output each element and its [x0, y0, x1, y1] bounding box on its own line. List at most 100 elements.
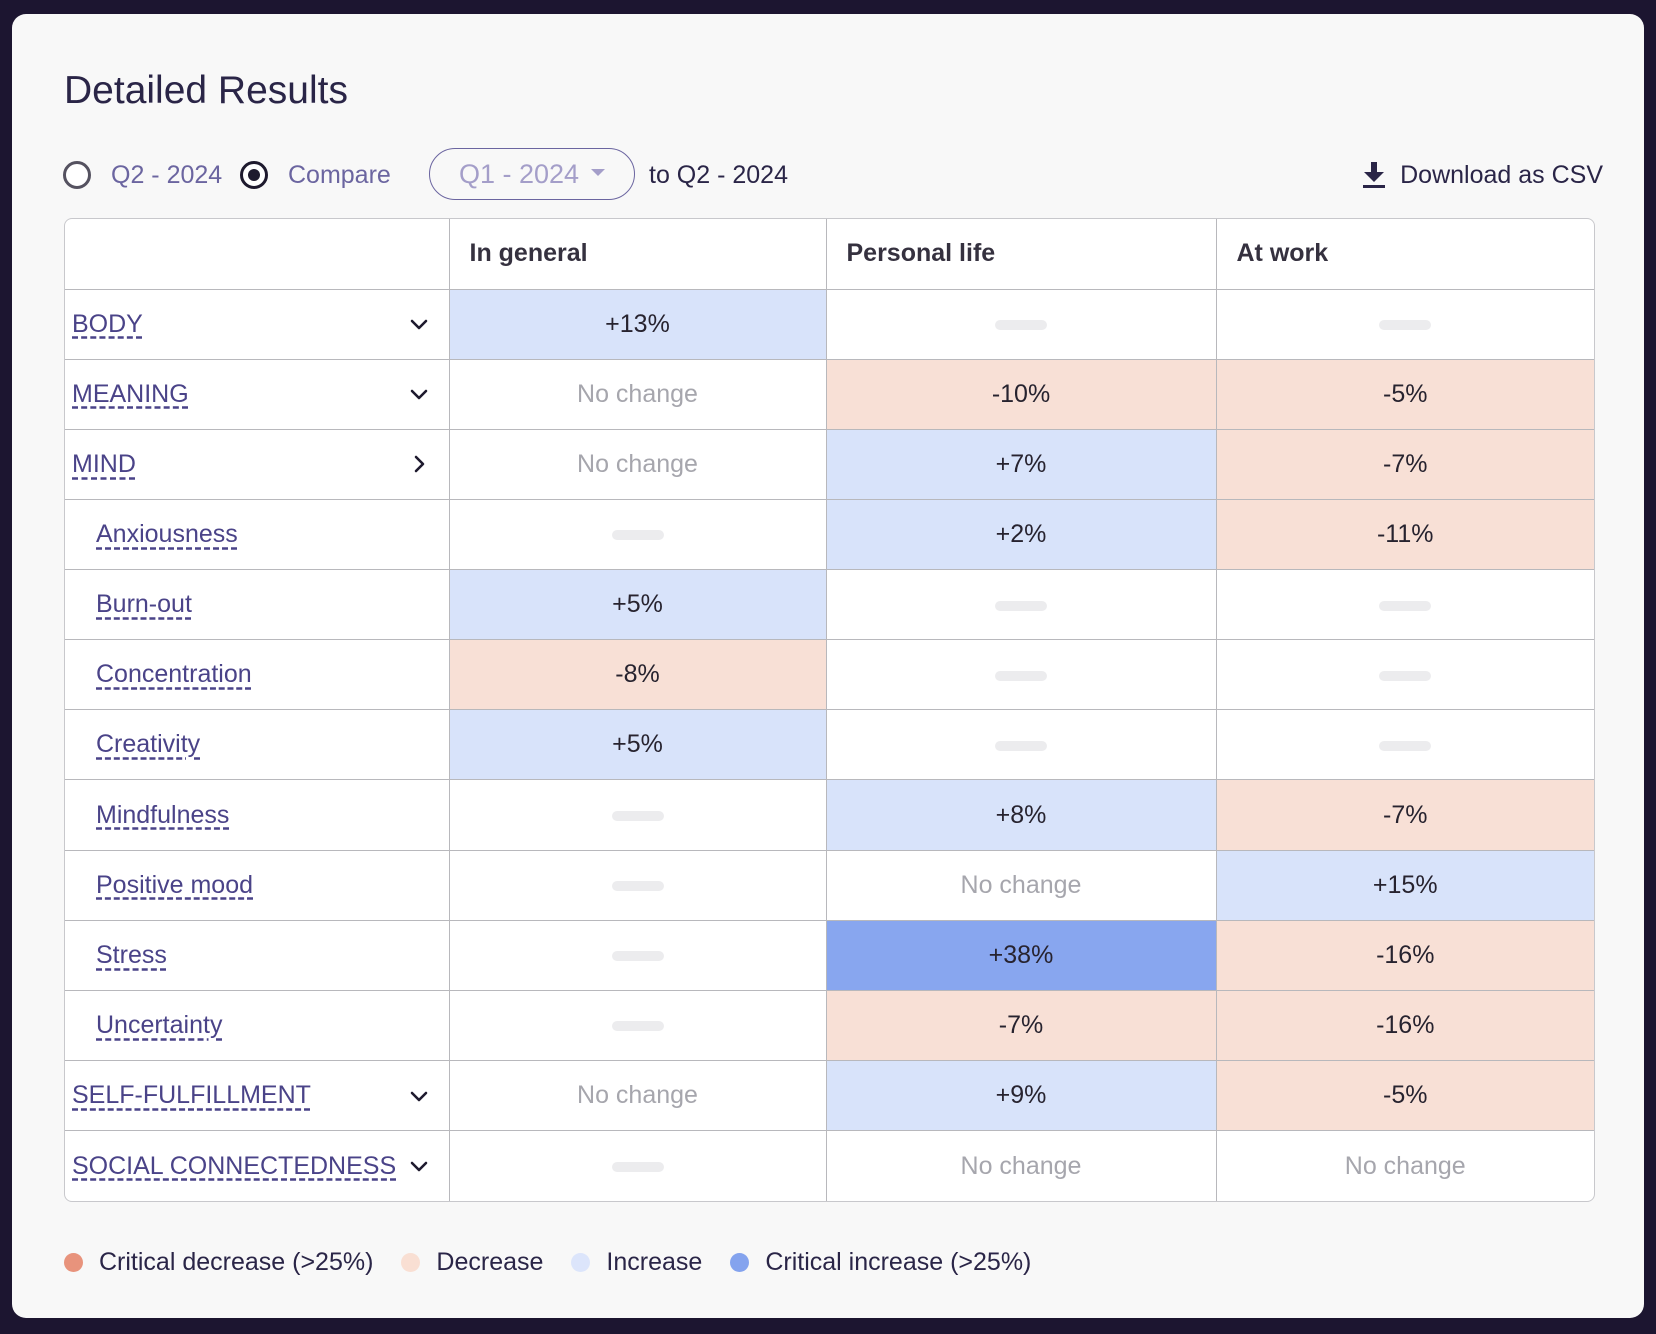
compare-period-select[interactable]: Q1 - 2024 — [429, 148, 635, 200]
row-label-link[interactable]: Positive mood — [96, 870, 254, 899]
row-label-cell: Positive mood — [65, 849, 450, 921]
row-label-link[interactable]: MIND — [72, 449, 136, 478]
table-row: Anxiousness +2% -11% — [65, 498, 1594, 571]
table-row: Burn-out +5% — [65, 569, 1594, 641]
no-data-placeholder — [611, 881, 664, 892]
cell-value: -7% — [1383, 800, 1428, 829]
cell-value: -5% — [1383, 379, 1428, 408]
radio-compare[interactable]: Compare — [240, 145, 391, 205]
cell-at-work — [1215, 709, 1594, 781]
cell-in-general: -8% — [448, 639, 827, 711]
cell-value: No change — [960, 870, 1082, 899]
chevron-down-icon[interactable] — [407, 1154, 431, 1178]
radio-compare-label: Compare — [288, 160, 391, 189]
row-label-cell: MIND — [65, 428, 450, 500]
legend-item: Increase — [571, 1248, 702, 1277]
row-label-link[interactable]: SELF-FULFILLMENT — [72, 1081, 311, 1110]
cell-value: No change — [577, 379, 698, 408]
cell-in-general: No change — [448, 358, 827, 430]
table-row: Positive mood No change +15% — [65, 849, 1594, 921]
row-label-link[interactable]: Concentration — [96, 660, 252, 689]
row-label-link[interactable]: Creativity — [96, 730, 201, 759]
no-data-placeholder — [611, 810, 664, 821]
row-label-link[interactable]: MEANING — [72, 379, 189, 408]
cell-at-work — [1215, 639, 1594, 711]
cell-personal-life: -7% — [825, 989, 1217, 1062]
cell-at-work: -5% — [1215, 358, 1594, 430]
cell-at-work: -5% — [1215, 1060, 1594, 1132]
chevron-down-icon[interactable] — [407, 382, 431, 406]
table-row: Mindfulness +8% -7% — [65, 779, 1594, 851]
table-row: BODY +13% — [65, 288, 1594, 360]
legend-item: Decrease — [401, 1248, 543, 1277]
no-data-placeholder — [995, 319, 1047, 330]
results-card: Detailed Results Q2 - 2024 Compare Q1 - … — [12, 14, 1644, 1318]
no-data-placeholder — [1379, 670, 1432, 681]
row-label-link[interactable]: Burn-out — [96, 590, 192, 619]
cell-value: -5% — [1383, 1081, 1428, 1110]
row-label-link[interactable]: SOCIAL CONNECTEDNESS — [72, 1151, 397, 1180]
cell-in-general — [448, 989, 827, 1062]
cell-in-general: +5% — [448, 569, 827, 641]
cell-in-general — [448, 919, 827, 991]
row-label-cell: Uncertainty — [65, 989, 450, 1062]
legend: Critical decrease (>25%) Decrease Increase… — [64, 1244, 1059, 1280]
column-header-at-work: At work — [1215, 219, 1594, 290]
cell-personal-life: -10% — [825, 358, 1217, 430]
cell-value: No change — [577, 1081, 698, 1110]
cell-value: +5% — [612, 590, 663, 619]
cell-value: -16% — [1376, 1010, 1435, 1039]
no-data-placeholder — [1379, 600, 1432, 611]
row-label-cell: BODY — [65, 288, 450, 360]
chevron-down-icon[interactable] — [407, 312, 431, 336]
cell-at-work: -11% — [1215, 498, 1594, 571]
cell-at-work: -16% — [1215, 989, 1594, 1062]
cell-in-general — [448, 1130, 827, 1201]
row-label-link[interactable]: BODY — [72, 309, 143, 338]
cell-in-general: No change — [448, 1060, 827, 1132]
row-label-link[interactable]: Mindfulness — [96, 800, 230, 829]
radio-single-period[interactable]: Q2 - 2024 — [63, 145, 222, 205]
cell-value: +13% — [605, 309, 670, 338]
cell-in-general — [448, 498, 827, 571]
cell-in-general — [448, 779, 827, 851]
column-header-personal-life: Personal life — [825, 219, 1217, 290]
download-csv-label: Download as CSV — [1400, 160, 1603, 189]
row-label-link[interactable]: Anxiousness — [96, 519, 238, 548]
row-label-cell: Burn-out — [65, 569, 450, 641]
cell-value: +5% — [612, 730, 663, 759]
no-data-placeholder — [611, 1161, 664, 1172]
cell-personal-life: +38% — [825, 919, 1217, 991]
cell-at-work: +15% — [1215, 849, 1594, 921]
cell-personal-life — [825, 288, 1217, 360]
column-header-label — [65, 219, 450, 290]
cell-value: No change — [960, 1151, 1082, 1180]
cell-at-work: -7% — [1215, 428, 1594, 500]
row-label-link[interactable]: Stress — [96, 940, 167, 969]
cell-at-work — [1215, 569, 1594, 641]
radio-circle-checked[interactable] — [240, 161, 268, 189]
table-row: Uncertainty -7% -16% — [65, 989, 1594, 1062]
row-label-cell: SOCIAL CONNECTEDNESS — [65, 1130, 450, 1201]
results-table: In general Personal life At work BODY +13… — [64, 218, 1595, 1202]
radio-single-label: Q2 - 2024 — [111, 160, 223, 189]
caret-down-icon — [591, 168, 606, 176]
cell-value: No change — [1344, 1151, 1466, 1180]
cell-value: +15% — [1372, 870, 1438, 899]
legend-dot — [64, 1252, 83, 1272]
download-icon — [1363, 162, 1386, 188]
download-csv-button[interactable]: Download as CSV — [1362, 145, 1603, 205]
cell-personal-life: +9% — [825, 1060, 1217, 1132]
cell-personal-life: +8% — [825, 779, 1217, 851]
cell-value: +38% — [988, 940, 1054, 969]
row-label-link[interactable]: Uncertainty — [96, 1010, 223, 1039]
cell-personal-life: No change — [825, 849, 1217, 921]
chevron-right-icon[interactable] — [407, 452, 431, 476]
row-label-cell: Mindfulness — [65, 779, 450, 851]
cell-in-general — [448, 849, 827, 921]
row-label-cell: Anxiousness — [65, 498, 450, 571]
cell-personal-life: +2% — [825, 498, 1217, 571]
cell-personal-life: +7% — [825, 428, 1217, 500]
chevron-down-icon[interactable] — [407, 1084, 431, 1108]
radio-circle-unchecked[interactable] — [63, 161, 91, 189]
